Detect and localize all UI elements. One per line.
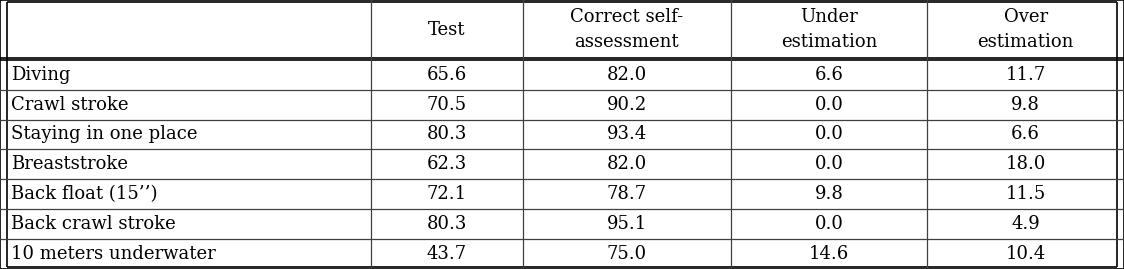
Text: 10 meters underwater: 10 meters underwater [11, 245, 216, 263]
Text: 6.6: 6.6 [815, 66, 843, 84]
Text: 6.6: 6.6 [1012, 125, 1040, 143]
Text: 10.4: 10.4 [1006, 245, 1045, 263]
Text: 43.7: 43.7 [427, 245, 466, 263]
Text: Test: Test [428, 21, 465, 39]
Text: Staying in one place: Staying in one place [11, 125, 198, 143]
Text: 65.6: 65.6 [427, 66, 466, 84]
Text: 14.6: 14.6 [809, 245, 849, 263]
Text: 82.0: 82.0 [607, 155, 646, 173]
Text: 18.0: 18.0 [1006, 155, 1045, 173]
Text: Diving: Diving [11, 66, 71, 84]
Text: 9.8: 9.8 [1012, 95, 1040, 114]
Text: 80.3: 80.3 [427, 125, 466, 143]
Text: 0.0: 0.0 [815, 95, 843, 114]
Text: 95.1: 95.1 [607, 215, 646, 233]
Text: Breaststroke: Breaststroke [11, 155, 128, 173]
Text: Crawl stroke: Crawl stroke [11, 95, 129, 114]
Text: 75.0: 75.0 [607, 245, 646, 263]
Text: 9.8: 9.8 [815, 185, 843, 203]
Text: 0.0: 0.0 [815, 215, 843, 233]
Text: Correct self-
assessment: Correct self- assessment [570, 8, 683, 51]
Text: 72.1: 72.1 [427, 185, 466, 203]
Text: 62.3: 62.3 [427, 155, 466, 173]
Text: 11.7: 11.7 [1006, 66, 1045, 84]
Text: 82.0: 82.0 [607, 66, 646, 84]
Text: 0.0: 0.0 [815, 125, 843, 143]
Text: Under
estimation: Under estimation [781, 8, 877, 51]
Text: Back crawl stroke: Back crawl stroke [11, 215, 176, 233]
Text: 90.2: 90.2 [607, 95, 646, 114]
Text: 80.3: 80.3 [427, 215, 466, 233]
Text: 0.0: 0.0 [815, 155, 843, 173]
Text: 11.5: 11.5 [1006, 185, 1045, 203]
Text: Over
estimation: Over estimation [978, 8, 1073, 51]
Text: 4.9: 4.9 [1012, 215, 1040, 233]
Text: Back float (15’’): Back float (15’’) [11, 185, 157, 203]
Text: 70.5: 70.5 [427, 95, 466, 114]
Text: 93.4: 93.4 [607, 125, 646, 143]
Text: 78.7: 78.7 [607, 185, 646, 203]
